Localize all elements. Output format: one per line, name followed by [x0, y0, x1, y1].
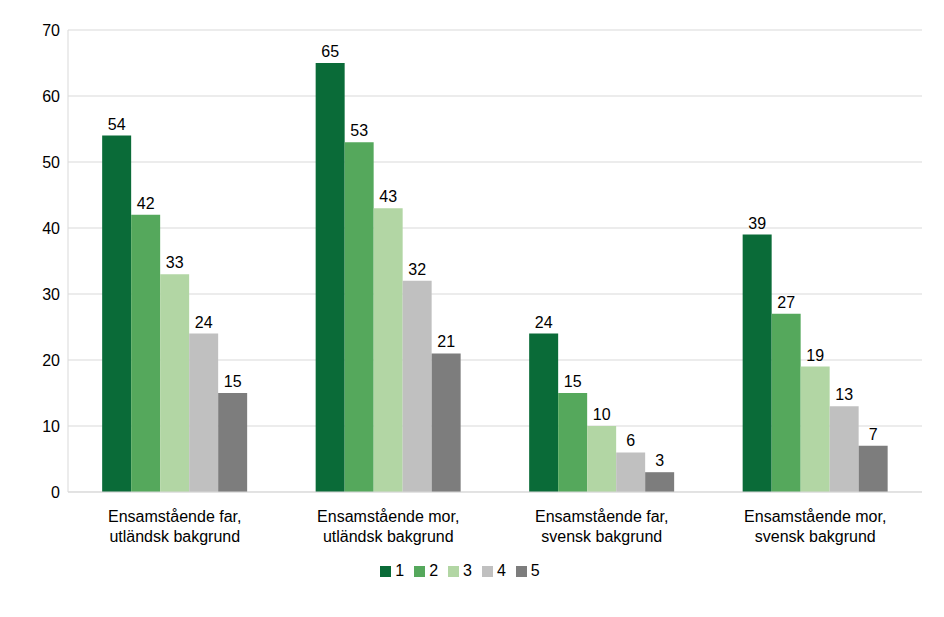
svg-text:39: 39	[748, 215, 766, 232]
svg-text:Ensamstående mor,svensk bakgru: Ensamstående mor,svensk bakgrund	[744, 508, 886, 545]
svg-text:15: 15	[224, 373, 242, 390]
svg-text:54: 54	[108, 116, 126, 133]
svg-text:3: 3	[655, 452, 664, 469]
html-text:1: 1	[395, 562, 405, 579]
html-text:2: 2	[429, 562, 438, 579]
svg-text:40: 40	[42, 220, 60, 237]
svg-text:19: 19	[806, 347, 824, 364]
svg-text:32: 32	[408, 261, 426, 278]
svg-text:0: 0	[51, 484, 60, 501]
svg-text:6: 6	[626, 432, 635, 449]
svg-text:33: 33	[166, 254, 184, 271]
svg-text:60: 60	[42, 88, 60, 105]
html-text:5: 5	[530, 562, 540, 579]
svg-text:Ensamstående far,svensk bakgru: Ensamstående far,svensk bakgrund	[535, 508, 668, 545]
svg-text:70: 70	[42, 22, 60, 39]
svg-text:10: 10	[42, 418, 60, 435]
svg-text:30: 30	[42, 286, 60, 303]
svg-text:20: 20	[42, 352, 60, 369]
svg-text:15: 15	[564, 373, 582, 390]
svg-text:43: 43	[379, 188, 397, 205]
svg-text:24: 24	[535, 314, 553, 331]
html-text:3: 3	[463, 562, 472, 579]
svg-text:42: 42	[137, 195, 155, 212]
svg-text:Ensamstående far,utländsk bakg: Ensamstående far,utländsk bakgrund	[108, 508, 241, 545]
html-text:4: 4	[497, 562, 506, 579]
svg-text:13: 13	[835, 386, 853, 403]
svg-text:53: 53	[350, 122, 368, 139]
svg-text:21: 21	[437, 333, 455, 350]
svg-text:Ensamstående mor,utländsk bakg: Ensamstående mor,utländsk bakgrund	[317, 508, 459, 545]
svg-text:50: 50	[42, 154, 60, 171]
svg-text:24: 24	[195, 314, 213, 331]
svg-text:27: 27	[777, 294, 795, 311]
svg-text:7: 7	[869, 426, 878, 443]
svg-text:10: 10	[593, 406, 611, 423]
svg-text:65: 65	[321, 43, 339, 60]
